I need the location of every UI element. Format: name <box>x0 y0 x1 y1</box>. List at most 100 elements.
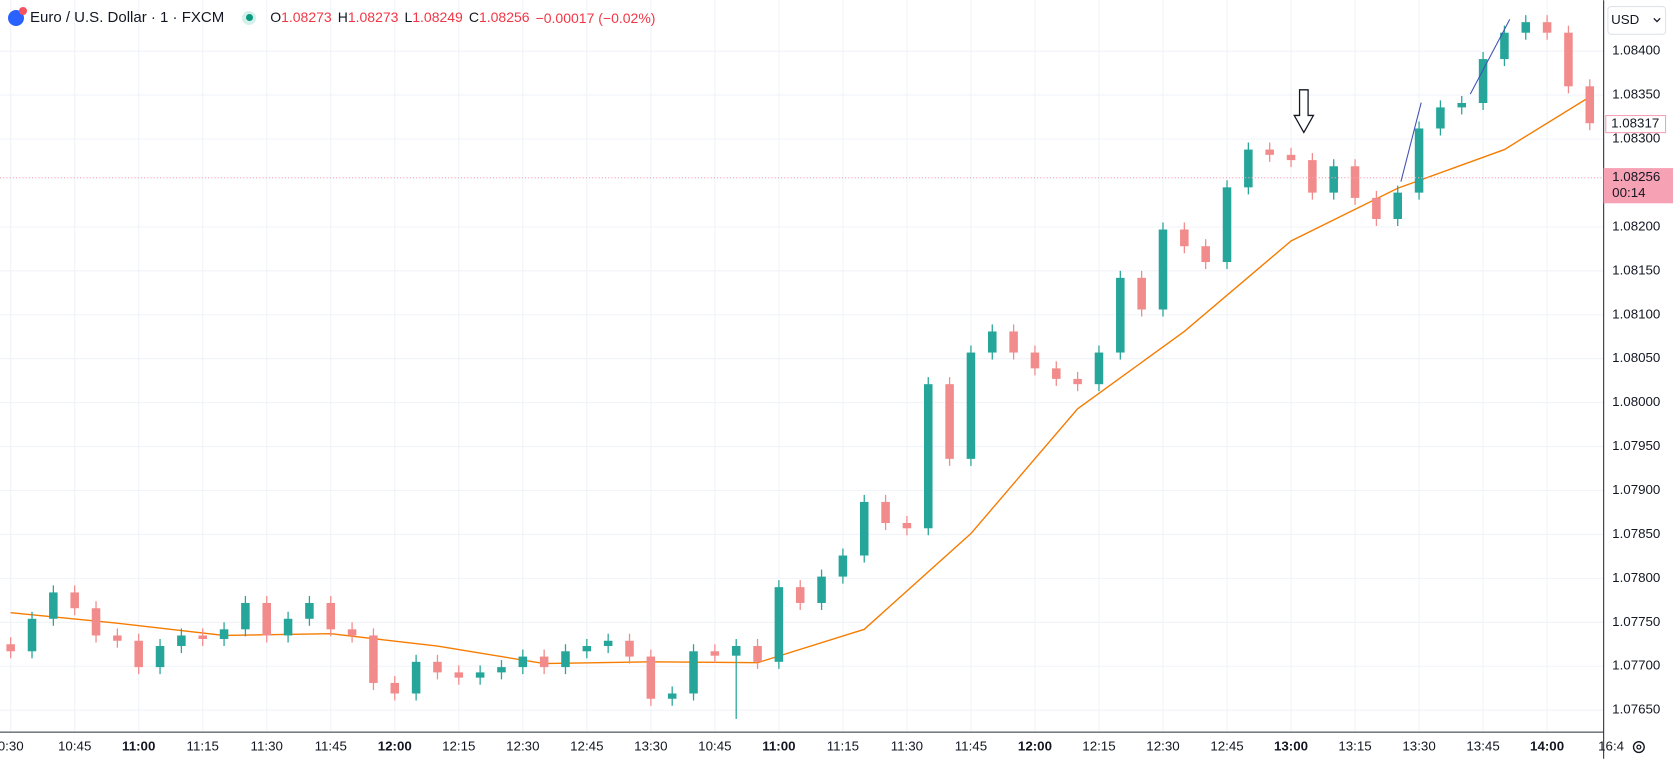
arrow-marker <box>1293 89 1315 134</box>
prev-price-tag <box>1605 115 1667 134</box>
ohlc-value: 1.08249 <box>412 9 463 25</box>
y-tick-label: 1.08050 <box>1612 350 1660 365</box>
candle-body <box>49 592 58 619</box>
candle-body <box>433 661 442 673</box>
currency-button[interactable] <box>1607 6 1667 35</box>
x-tick-label: 12:30 <box>506 739 539 754</box>
market-status <box>242 10 257 25</box>
y-tick-label: 1.07800 <box>1612 570 1660 585</box>
candle-body <box>1030 352 1040 369</box>
candle-body <box>283 618 293 636</box>
x-tick-label: 11:45 <box>315 739 347 754</box>
candle-body <box>753 646 762 662</box>
candle-body <box>1244 149 1253 188</box>
x-tick-label: 16:4 <box>1598 739 1625 754</box>
candle-body <box>1500 32 1509 60</box>
x-tick-label: 11:30 <box>251 739 283 754</box>
x-tick-label: 10:45 <box>698 739 731 754</box>
x-tick-label: 12:15 <box>1082 739 1115 754</box>
candle-body <box>6 644 15 652</box>
candle-body <box>710 651 720 656</box>
candle-body <box>1521 22 1531 33</box>
candle-body <box>134 640 143 668</box>
candle-body <box>70 592 79 609</box>
candle-body <box>1393 192 1402 219</box>
ohlc-value: 1.08273 <box>281 9 332 25</box>
candle-body <box>411 661 421 694</box>
x-tick-label: 12:00 <box>1018 739 1052 754</box>
y-tick-label: 1.08400 <box>1612 43 1660 58</box>
x-tick-label: 13:30 <box>634 739 667 754</box>
y-tick-label: 1.08350 <box>1612 87 1660 102</box>
moving-average <box>10 96 1591 665</box>
x-tick-label: 12:30 <box>1146 739 1179 754</box>
candle-body <box>1564 32 1573 87</box>
symbol-title: Euro / U.S. Dollar · 1 · FXCM <box>30 9 225 26</box>
candle-body <box>817 576 826 603</box>
candle-body <box>1585 86 1595 124</box>
x-tick-label: 11:00 <box>762 739 795 754</box>
candle-body <box>27 618 37 652</box>
candle-body <box>923 384 933 529</box>
candle-body <box>454 672 464 678</box>
y-tick-label: 1.07900 <box>1612 482 1660 497</box>
candle-body <box>305 602 314 619</box>
x-tick-label: 13:00 <box>1274 739 1308 754</box>
candle-body <box>561 651 570 668</box>
candle-body <box>1009 331 1018 353</box>
plot-area <box>0 15 1604 719</box>
candle-body <box>1137 277 1146 310</box>
settings-icon[interactable] <box>1632 741 1645 754</box>
candle-body <box>1116 277 1125 353</box>
y-tick-label: 1.08150 <box>1612 262 1660 277</box>
candle-body <box>774 587 784 662</box>
x-tick-label: 12:00 <box>378 739 412 754</box>
candle-body <box>795 587 805 603</box>
candle-body <box>1372 197 1381 219</box>
candle-body <box>1414 128 1424 193</box>
x-tick-label: 13:30 <box>1402 739 1435 754</box>
candle-body <box>1329 166 1338 193</box>
candle-body <box>1052 368 1061 379</box>
x-tick-label: 11:15 <box>187 739 219 754</box>
ohlc-value: 1.08273 <box>347 9 399 25</box>
candle-body <box>1180 229 1189 247</box>
candle-body <box>1308 160 1317 193</box>
y-tick-label: 1.07700 <box>1612 658 1660 673</box>
y-tick-label: 1.08000 <box>1612 394 1660 409</box>
candle-body <box>91 608 101 636</box>
axes: 1.07650 1.07700 1.07750 1.07800 1.07850 1.079… <box>0 43 1673 754</box>
x-tick-label: 11:45 <box>955 739 987 754</box>
candle-body <box>369 635 378 683</box>
candle-body <box>113 635 122 641</box>
candle-body <box>988 331 997 353</box>
candle-body <box>326 602 336 630</box>
candle-body <box>497 667 506 673</box>
x-tick-label: 11:30 <box>891 739 923 754</box>
candle-body <box>667 693 677 699</box>
candle-body <box>1265 149 1274 155</box>
change-value: −0.00017 (−0.02%) <box>535 9 656 26</box>
ohlc-values: O1.08273 H1.08273 L1.08249 C1.08256 <box>270 9 535 26</box>
ohlc-value: 1.08256 <box>478 9 530 25</box>
candle-body <box>731 646 741 656</box>
symbol-logo <box>8 6 27 26</box>
candle-body <box>155 646 165 668</box>
trend-line <box>1400 102 1422 182</box>
candle-body <box>1286 154 1296 161</box>
last-price-label: 1.08256 <box>1612 169 1660 184</box>
prev-price-label: 1.08317 <box>1611 116 1659 131</box>
candle-body <box>390 682 400 694</box>
candle-body <box>1436 107 1445 129</box>
candle-body <box>582 646 592 652</box>
candle-body <box>1478 59 1488 103</box>
x-tick-label: 12:45 <box>1210 739 1243 754</box>
candle-body <box>838 555 848 577</box>
x-tick-label: 10:45 <box>58 739 91 754</box>
candle-body <box>603 640 613 647</box>
y-tick-label: 1.07750 <box>1612 614 1660 629</box>
candle-body <box>689 651 698 694</box>
ohlc-key: C <box>468 9 479 25</box>
